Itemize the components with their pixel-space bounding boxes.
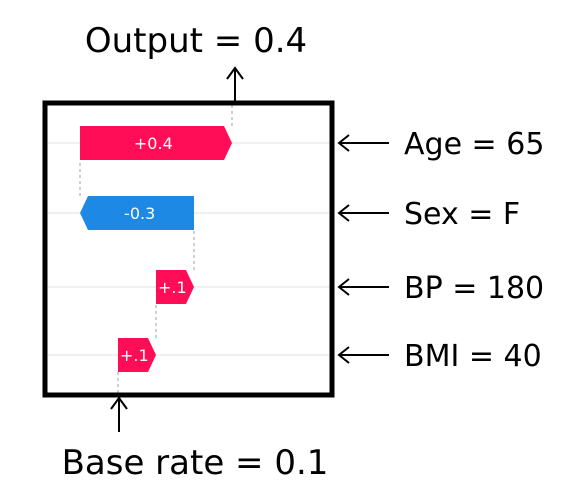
base-rate-label: Base rate = 0.1 xyxy=(62,443,329,483)
plot-frame xyxy=(42,100,335,398)
feature-arrow-head xyxy=(337,134,350,152)
bar-value-label: +.1 xyxy=(120,346,149,365)
feature-bar xyxy=(118,338,156,372)
bar-value-label: +.1 xyxy=(158,278,187,297)
feature-bar xyxy=(156,270,194,304)
bar-value-label: -0.3 xyxy=(124,204,155,223)
feature-label: BMI = 40 xyxy=(404,339,542,374)
feature-bar xyxy=(80,126,232,160)
feature-label: Age = 65 xyxy=(404,127,544,162)
feature-label: Sex = F xyxy=(404,197,520,232)
feature-arrow-head xyxy=(337,204,350,222)
feature-label: BP = 180 xyxy=(404,271,544,306)
base-arrow-head xyxy=(110,396,128,410)
feature-arrow-head xyxy=(337,278,350,296)
output-arrow-head xyxy=(226,66,244,80)
plot-area: +0.4 -0.3 +.1 +.1 Age = 65 Sex = F BP = 180 BMI… xyxy=(42,66,544,432)
output-label: Output = 0.4 xyxy=(85,21,307,61)
feature-arrow-head xyxy=(337,346,350,364)
feature-bar xyxy=(80,196,194,230)
bar-value-label: +0.4 xyxy=(134,134,173,153)
